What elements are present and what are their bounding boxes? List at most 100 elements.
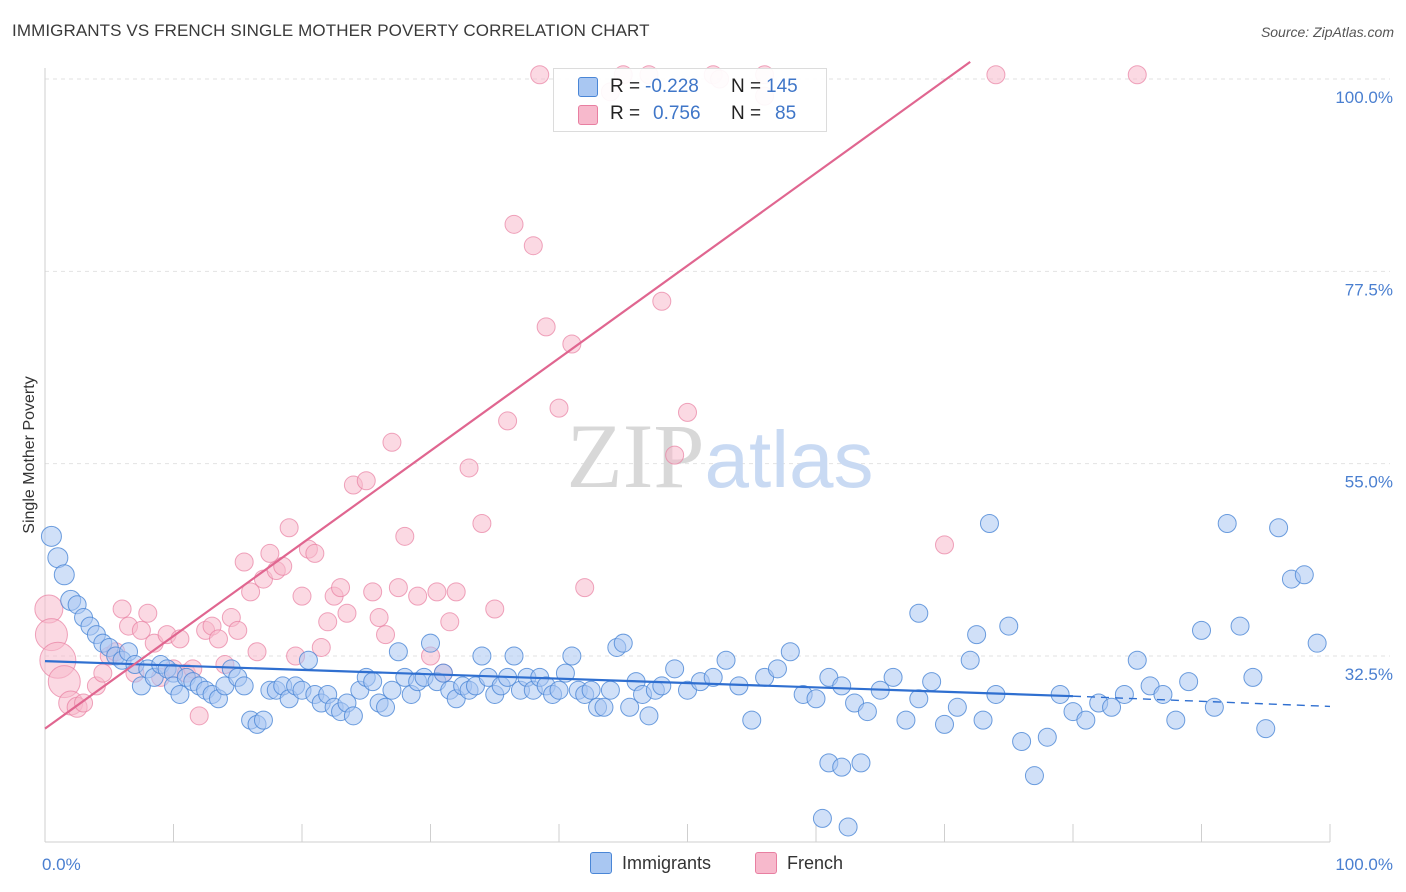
french-point [575, 578, 595, 598]
immigrants-point [896, 710, 916, 730]
bottom-legend: Immigrants French [0, 852, 1406, 876]
immigrants-point [857, 702, 877, 722]
immigrants-point [1217, 514, 1237, 534]
bottom-legend-label-immigrants: Immigrants [622, 852, 712, 873]
immigrants-point [742, 710, 762, 730]
immigrants-point [652, 676, 672, 696]
immigrants-point [780, 642, 800, 662]
y-tick-label: 32.5% [1345, 665, 1393, 684]
legend-n-value: 145 [766, 76, 798, 97]
immigrants-point [909, 689, 929, 709]
french-point [440, 612, 460, 632]
y-tick-label: 55.0% [1345, 473, 1393, 492]
immigrants-point [832, 757, 852, 777]
x-tick-label: 0.0% [42, 855, 81, 874]
french-point [504, 214, 524, 234]
french-point [189, 706, 209, 726]
immigrants-point [1166, 710, 1186, 730]
immigrants-trend-extension [1072, 695, 1331, 708]
immigrants-point [1230, 616, 1250, 636]
french-point [247, 642, 267, 662]
chart-title: IMMIGRANTS VS FRENCH SINGLE MOTHER POVER… [12, 21, 650, 40]
immigrants-point [421, 633, 440, 653]
immigrants-point [806, 689, 826, 709]
immigrants-point [1076, 710, 1096, 730]
immigrants-point [1037, 727, 1057, 747]
immigrants-point [999, 616, 1019, 636]
french-point [376, 625, 396, 645]
french-point [459, 458, 479, 478]
immigrants-point [703, 667, 723, 687]
immigrants-point [1024, 766, 1044, 786]
french-point [292, 586, 312, 606]
french-point [408, 586, 428, 606]
french-point [427, 582, 447, 602]
immigrants-point [40, 525, 62, 547]
french-point [311, 637, 331, 657]
legend-r-label: R = [610, 76, 641, 97]
immigrants-point [363, 672, 383, 692]
french-point [1127, 65, 1147, 85]
legend-n-label: N = [731, 103, 762, 124]
immigrants-point [979, 514, 999, 534]
immigrants-point [960, 650, 980, 670]
immigrants-point [376, 697, 396, 717]
french-point [549, 398, 569, 418]
immigrants-trend-line [44, 660, 1074, 698]
immigrants-point [388, 642, 408, 662]
immigrants-point [1294, 565, 1314, 585]
immigrants-point [472, 646, 492, 666]
immigrants-point [562, 646, 582, 666]
immigrants-point [555, 663, 575, 683]
immigrants-point [935, 714, 954, 734]
french-point [652, 291, 672, 311]
french-point [395, 526, 415, 546]
immigrants-point [594, 697, 614, 717]
immigrants-point [1114, 684, 1134, 704]
grid-lines [45, 78, 1390, 657]
legend-r-value: 0.756 [653, 103, 701, 124]
french-point [472, 514, 492, 534]
immigrants-point [298, 650, 318, 670]
french-point [131, 620, 151, 640]
immigrants-point [851, 753, 871, 773]
french-point [369, 608, 389, 628]
bottom-legend-swatch-french [755, 852, 777, 874]
y-tick-label: 100.0% [1335, 88, 1393, 107]
immigrants-point [909, 603, 929, 623]
legend-n-value: 85 [775, 103, 797, 124]
x-tick-label: 100.0% [1335, 855, 1393, 874]
french-point [523, 236, 543, 256]
french-point [138, 603, 158, 623]
french-point [279, 518, 299, 538]
french-point [112, 599, 132, 619]
immigrants-point [1307, 633, 1327, 653]
french-point [562, 334, 582, 354]
tick-labels: 100.0% 77.5% 55.0% 32.5% 0.0% 100.0% [42, 88, 1393, 874]
immigrants-point [1269, 518, 1289, 538]
french-point [273, 556, 293, 576]
immigrants-point [947, 697, 967, 717]
bottom-legend-immigrants: Immigrants [590, 852, 711, 874]
french-trend-line [44, 61, 971, 730]
y-tick-label: 77.5% [1345, 280, 1393, 299]
immigrants-point [1127, 650, 1147, 670]
french-point [305, 543, 325, 563]
immigrants-point [967, 625, 987, 645]
immigrants-point [53, 564, 75, 586]
french-point [208, 629, 228, 649]
french-point [228, 620, 248, 640]
bottom-legend-swatch-immigrants [590, 852, 612, 874]
immigrants-point [549, 680, 569, 700]
immigrants-point [620, 697, 640, 717]
immigrants-point [1256, 719, 1276, 739]
immigrants-point [883, 667, 903, 687]
immigrants-point [1204, 697, 1224, 717]
french-point [485, 599, 505, 619]
immigrants-point [382, 680, 402, 700]
immigrants-point [973, 710, 993, 730]
french-point [337, 603, 357, 623]
immigrants-point [1179, 672, 1199, 692]
legend-r-value: -0.228 [645, 76, 699, 97]
immigrants-point [832, 676, 852, 696]
